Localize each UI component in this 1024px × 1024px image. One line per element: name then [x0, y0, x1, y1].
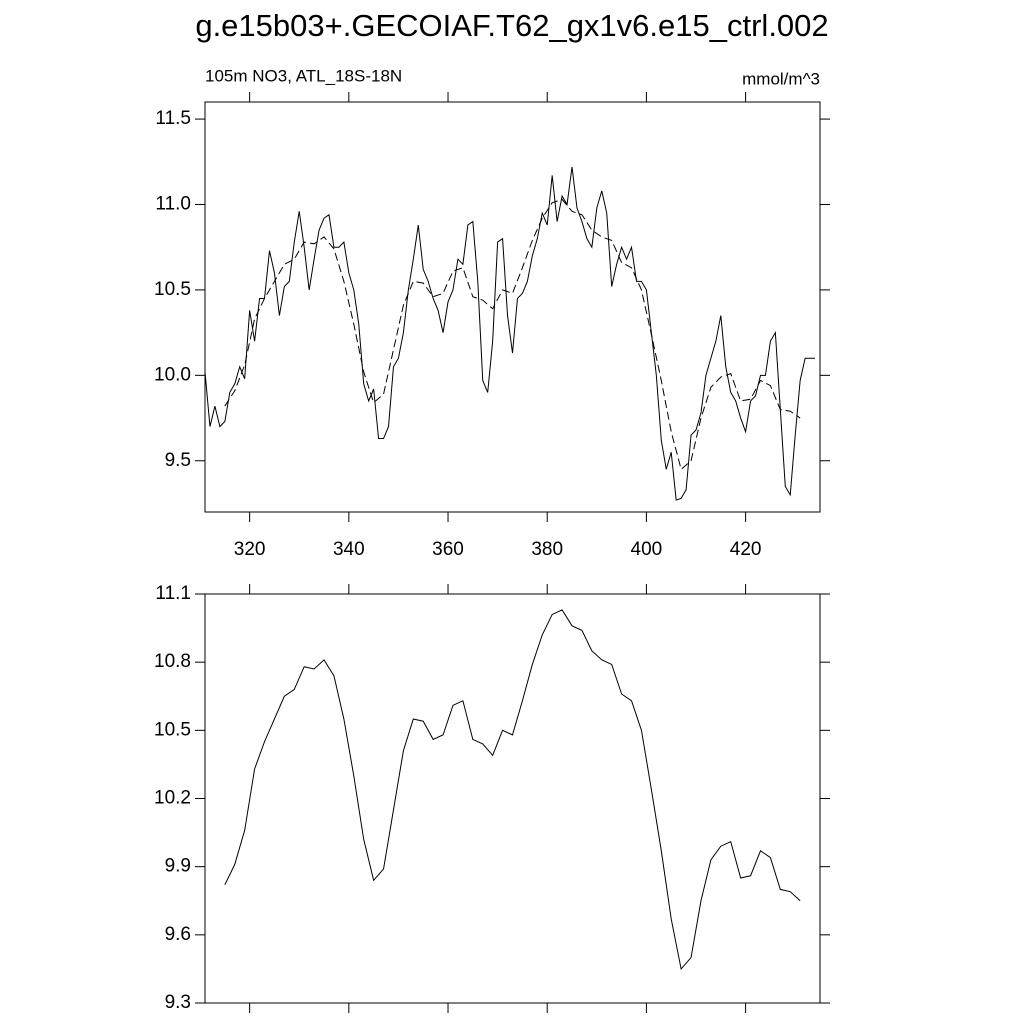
- x-tick-label: 360: [432, 539, 464, 560]
- y-tick-label: 11.5: [155, 108, 191, 129]
- y-tick-label: 10.2: [154, 788, 191, 809]
- y-tick-label: 9.6: [165, 924, 191, 945]
- data-line: [224, 609, 801, 971]
- y-tick-label: 10.8: [154, 651, 191, 672]
- plot-frame: [204, 593, 821, 1004]
- x-tick-label: 340: [333, 539, 365, 560]
- data-line: [204, 166, 816, 501]
- y-tick-label: 11.0: [155, 194, 191, 215]
- x-tick-label: 400: [631, 539, 663, 560]
- chart-title: g.e15b03+.GECOIAF.T62_gx1v6.e15_ctrl.002: [195, 8, 828, 43]
- x-tick-label: 380: [531, 539, 563, 560]
- x-tick-label: 420: [730, 539, 762, 560]
- right-string: mmol/m^3: [742, 69, 820, 88]
- y-tick-label: 10.5: [154, 719, 191, 740]
- y-tick-label: 11.1: [155, 583, 191, 604]
- plot-frame: [204, 101, 821, 513]
- y-tick-label: 9.9: [165, 856, 191, 877]
- data-line: [224, 198, 801, 471]
- y-tick-label: 10.0: [154, 364, 191, 385]
- y-tick-label: 9.3: [165, 992, 191, 1013]
- left-string: 105m NO3, ATL_18S-18N: [205, 66, 402, 85]
- y-tick-label: 9.5: [165, 450, 191, 471]
- y-tick-label: 10.5: [154, 279, 191, 300]
- x-tick-label: 320: [234, 539, 266, 560]
